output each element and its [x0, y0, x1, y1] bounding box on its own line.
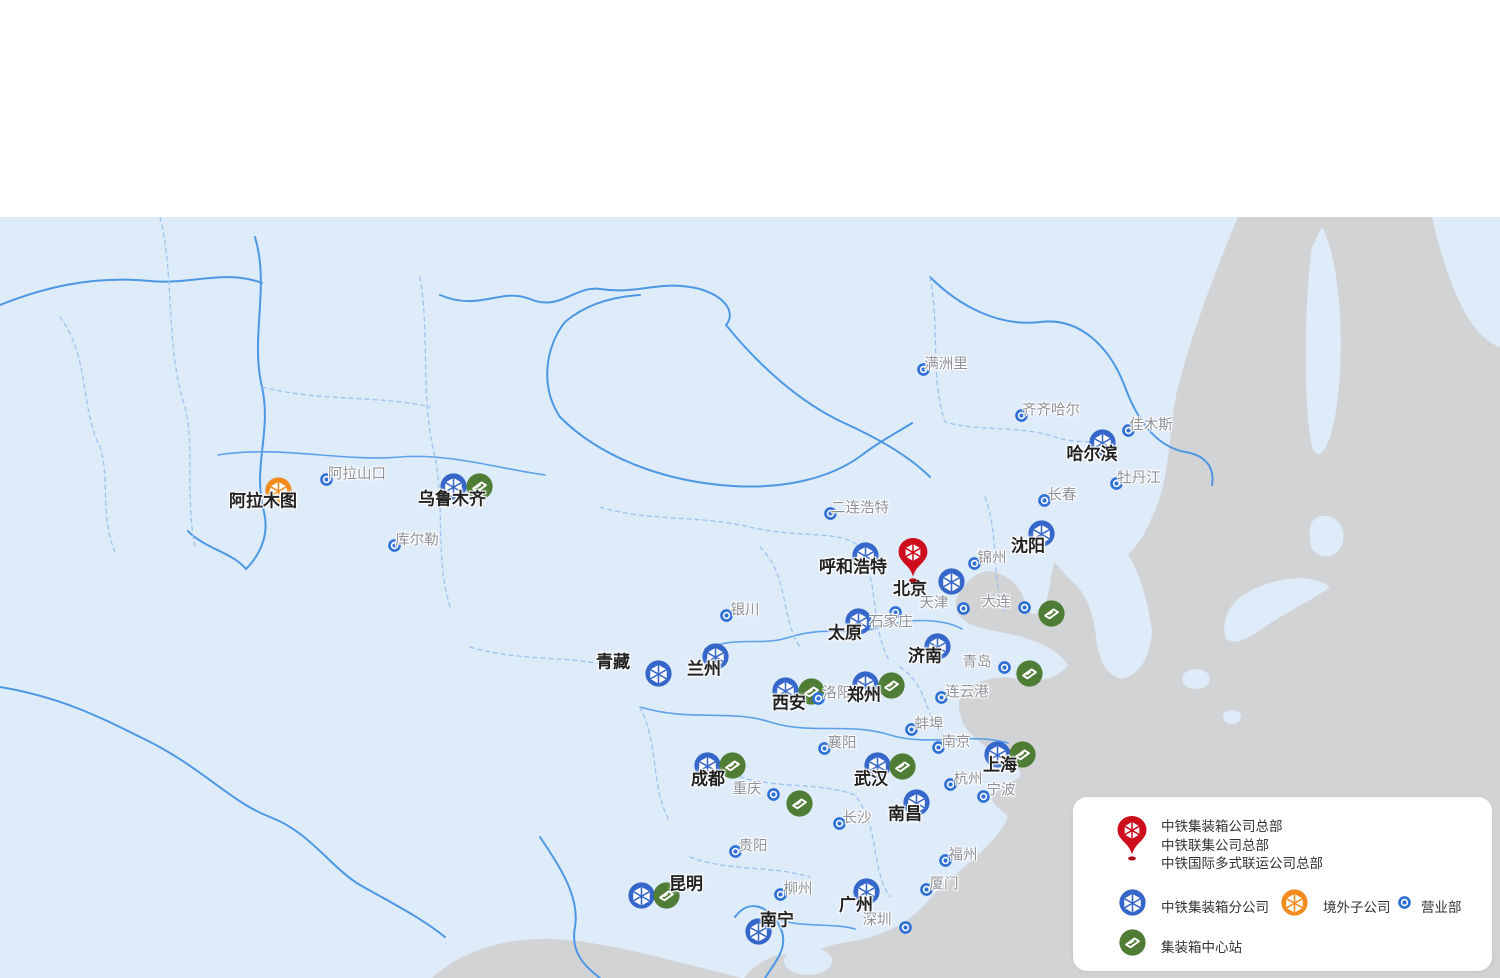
city-label: 重庆 — [732, 781, 762, 798]
city-label: 库尔勒 — [395, 532, 439, 549]
overseas-company-icon — [1281, 889, 1308, 916]
legend-hq-labels: 中铁集装箱公司总部 中铁联集公司总部 中铁国际多式联运公司总部 — [1161, 818, 1323, 874]
city-label: 锦州 — [977, 550, 1007, 567]
city-label: 福州 — [948, 847, 978, 864]
city-label: 满洲里 — [924, 356, 968, 373]
city-label: 呼和浩特 — [819, 557, 887, 577]
city-label: 西安 — [772, 693, 806, 713]
city-label: 贵阳 — [738, 838, 768, 855]
city-label: 厦门 — [929, 876, 959, 893]
sales-office-icon — [1398, 896, 1411, 909]
country-borders — [0, 236, 1214, 978]
china-map: 阿拉木图 阿拉山口乌鲁木齐库尔勒 满洲里齐齐哈尔哈尔滨 佳木斯牡丹江长春沈阳 锦州 二连浩… — [0, 217, 1500, 978]
legend-office-label: 营业部 — [1421, 900, 1462, 915]
city-label: 沈阳 — [1011, 536, 1045, 556]
legend-hq-line-1: 中铁集装箱公司总部 — [1161, 819, 1283, 834]
legend-panel: 中铁集装箱公司总部 中铁联集公司总部 中铁国际多式联运公司总部 中铁集装箱分公司… — [1073, 797, 1492, 971]
legend-hq-line-2: 中铁联集公司总部 — [1161, 837, 1269, 853]
legend-station-label: 集装箱中心站 — [1161, 940, 1242, 955]
city-label: 牡丹江 — [1117, 470, 1161, 487]
city-label: 银川 — [730, 602, 760, 619]
container-station-icon — [1119, 929, 1146, 956]
city-label: 柳州 — [783, 881, 813, 898]
rivers — [217, 451, 1009, 930]
legend-hq-line-3: 中铁国际多式联运公司总部 — [1161, 856, 1323, 871]
city-label: 广州 — [839, 895, 873, 915]
city-label: 石家庄 — [869, 614, 913, 631]
city-label: 阿拉木图 — [229, 491, 297, 511]
city-label: 二连浩特 — [831, 500, 889, 517]
city-label: 阿拉山口 — [328, 466, 386, 483]
city-label: 大连 — [981, 594, 1011, 611]
map-background — [0, 217, 1500, 978]
city-label: 济南 — [908, 646, 942, 666]
branch-company-icon — [1119, 889, 1146, 916]
city-label: 武汉 — [854, 769, 888, 789]
city-label: 昆明 — [669, 874, 703, 894]
islands — [784, 217, 1500, 975]
city-label: 上海 — [983, 755, 1017, 775]
city-label: 青岛 — [962, 654, 992, 671]
city-label: 佳木斯 — [1129, 417, 1173, 434]
city-label: 洛阳 — [822, 685, 852, 702]
city-label: 太原 — [828, 623, 862, 643]
city-label: 郑州 — [847, 685, 881, 705]
city-label: 兰州 — [687, 659, 721, 679]
city-label: 宁波 — [986, 782, 1016, 799]
sea-south — [432, 938, 742, 978]
city-label: 长沙 — [842, 810, 872, 827]
city-label: 齐齐哈尔 — [1022, 402, 1080, 419]
city-label: 长春 — [1047, 487, 1077, 504]
city-label: 青藏 — [596, 652, 630, 672]
city-label: 乌鲁木齐 — [418, 489, 486, 509]
city-label: 南宁 — [760, 910, 794, 930]
hq-pin-icon — [1115, 815, 1149, 862]
city-label: 天津 — [919, 595, 949, 612]
city-label: 北京 — [893, 579, 927, 599]
city-label: 深圳 — [862, 912, 892, 929]
city-label: 南昌 — [888, 804, 922, 824]
legend-branch-label: 中铁集装箱分公司 — [1161, 900, 1269, 915]
city-label: 襄阳 — [827, 735, 857, 752]
city-label: 连云港 — [945, 684, 989, 701]
city-label: 哈尔滨 — [1066, 444, 1118, 464]
city-label: 南京 — [941, 734, 971, 751]
city-label: 杭州 — [953, 771, 983, 788]
province-borders — [59, 217, 1119, 898]
city-label: 成都 — [691, 769, 725, 789]
city-label: 蚌埠 — [914, 716, 944, 733]
legend-overseas-label: 境外子公司 — [1323, 900, 1391, 915]
